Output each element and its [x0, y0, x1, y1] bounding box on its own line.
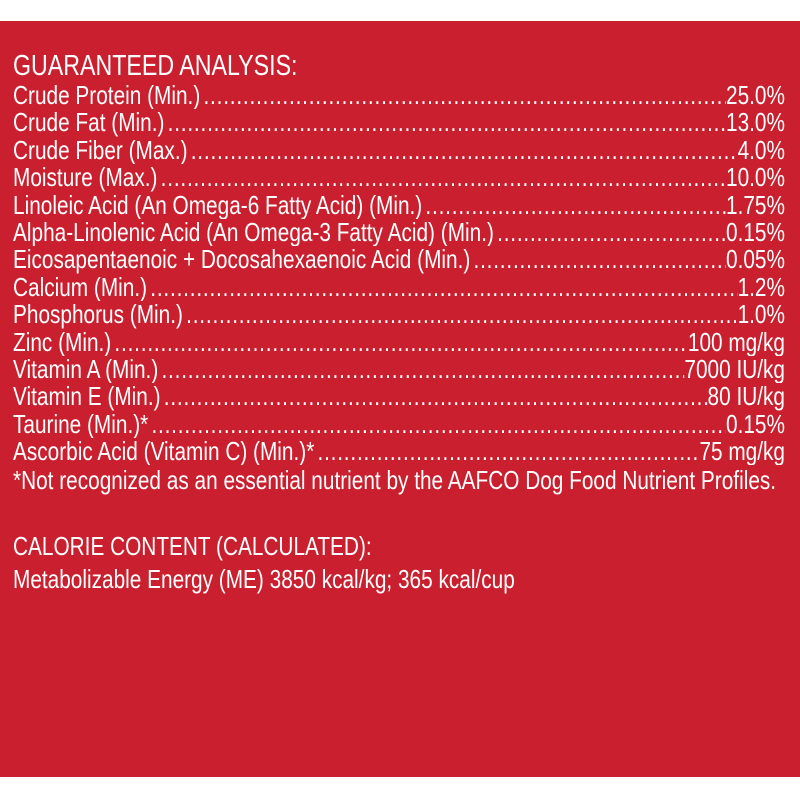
nutrient-label: Crude Fat (Min.)	[13, 109, 165, 137]
nutrient-label: Crude Protein (Min.)	[13, 82, 201, 110]
dot-leader	[494, 219, 726, 246]
nutrient-value: 0.15%	[726, 218, 785, 247]
label-panel: GUARANTEED ANALYSIS: Crude Protein (Min.…	[0, 21, 800, 777]
dot-leader	[157, 164, 726, 191]
analysis-row: Eicosapentaenoic + Docosahexaenoic Acid …	[13, 246, 785, 273]
analysis-row: Crude Protein (Min.) 25.0%	[13, 82, 785, 109]
nutrient-label: Vitamin E (Min.)	[13, 383, 161, 411]
footnote: *Not recognized as an essential nutrient…	[13, 465, 777, 496]
dot-leader	[158, 356, 684, 383]
analysis-row: Vitamin A (Min.) 7000 IU/kg	[13, 356, 785, 383]
dot-leader	[161, 383, 708, 410]
nutrient-label: Vitamin A (Min.)	[13, 355, 159, 384]
nutrient-value: 1.2%	[737, 273, 785, 302]
analysis-row: Alpha-Linolenic Acid (An Omega-3 Fatty A…	[13, 219, 785, 246]
analysis-content: GUARANTEED ANALYSIS: Crude Protein (Min.…	[13, 49, 785, 597]
dot-leader	[188, 137, 738, 164]
nutrient-value: 0.15%	[726, 410, 785, 439]
nutrient-label: Alpha-Linolenic Acid (An Omega-3 Fatty A…	[13, 218, 494, 247]
nutrient-value: 10.0%	[726, 164, 785, 192]
dot-leader	[164, 109, 726, 136]
analysis-row: Moisture (Max.) 10.0%	[13, 164, 785, 191]
nutrient-value: 75 mg/kg	[699, 438, 785, 466]
dot-leader	[183, 301, 738, 328]
analysis-row: Calcium (Min.) 1.2%	[13, 274, 785, 301]
analysis-rows: Crude Protein (Min.)25.0%Crude Fat (Min.…	[13, 82, 785, 465]
nutrient-value: 25.0%	[726, 82, 785, 110]
calorie-content-title: CALORIE CONTENT (CALCULATED):	[13, 531, 372, 562]
nutrient-label: Moisture (Max.)	[13, 164, 158, 192]
nutrient-label: Linoleic Acid (An Omega-6 Fatty Acid) (M…	[13, 191, 423, 219]
guaranteed-analysis-title: GUARANTEED ANALYSIS:	[13, 50, 298, 82]
analysis-row: Taurine (Min.)* 0.15%	[13, 411, 785, 438]
dot-leader	[470, 246, 726, 273]
dot-leader	[314, 438, 699, 465]
nutrient-value: 4.0%	[737, 136, 785, 165]
nutrient-label: Taurine (Min.)*	[13, 410, 149, 439]
calorie-content-line: Metabolizable Energy (ME) 3850 kcal/kg; …	[13, 564, 515, 595]
nutrient-value: 7000 IU/kg	[684, 355, 785, 384]
dot-leader	[148, 411, 726, 438]
analysis-row: Crude Fiber (Max.) 4.0%	[13, 137, 785, 164]
analysis-row: Phosphorus (Min.) 1.0%	[13, 301, 785, 328]
nutrient-label: Ascorbic Acid (Vitamin C) (Min.)*	[13, 438, 315, 466]
nutrient-value: 0.05%	[726, 246, 785, 274]
analysis-row: Linoleic Acid (An Omega-6 Fatty Acid) (M…	[13, 192, 785, 219]
nutrient-value: 1.75%	[726, 191, 785, 219]
nutrient-label: Zinc (Min.)	[13, 328, 112, 356]
dot-leader	[422, 192, 726, 219]
dot-leader	[147, 274, 738, 301]
nutrient-value: 13.0%	[726, 109, 785, 137]
nutrient-value: 80 IU/kg	[707, 383, 785, 411]
nutrient-value: 1.0%	[737, 301, 785, 329]
nutrient-label: Eicosapentaenoic + Docosahexaenoic Acid …	[13, 246, 471, 274]
nutrient-label: Crude Fiber (Max.)	[13, 136, 188, 165]
dot-leader	[200, 82, 726, 109]
dot-leader	[111, 329, 688, 356]
nutrient-value: 100 mg/kg	[687, 328, 785, 356]
analysis-row: Crude Fat (Min.) 13.0%	[13, 109, 785, 136]
analysis-row: Zinc (Min.) 100 mg/kg	[13, 329, 785, 356]
analysis-row: Ascorbic Acid (Vitamin C) (Min.)* 75 mg/k…	[13, 438, 785, 465]
analysis-row: Vitamin E (Min.) 80 IU/kg	[13, 383, 785, 410]
nutrient-label: Phosphorus (Min.)	[13, 301, 183, 329]
nutrient-label: Calcium (Min.)	[13, 273, 148, 302]
